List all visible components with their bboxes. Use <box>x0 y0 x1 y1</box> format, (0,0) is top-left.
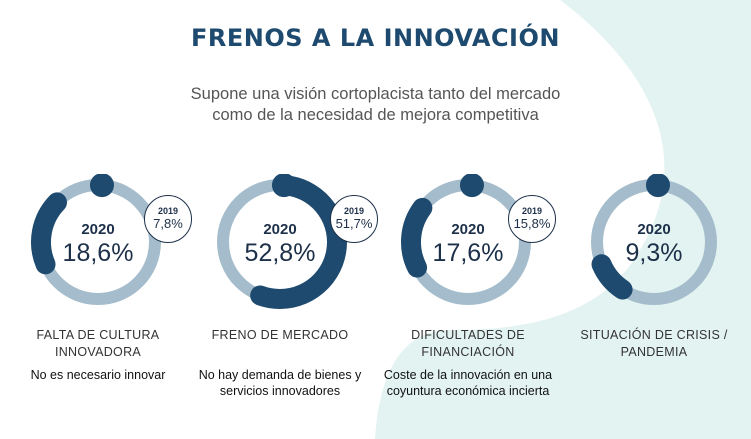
prev-year-label: 2019 <box>521 206 543 216</box>
metric-description: No es necesario innovar <box>30 368 166 382</box>
year-label: 2020 <box>81 221 115 238</box>
page-title: FRENOS A LA INNOVACIÓN <box>191 24 560 52</box>
prev-value-label: 15,8% <box>513 216 551 231</box>
metric-description: No hay demanda de bienes y servicios inn… <box>198 368 362 398</box>
metric-falta-cultura: 2020 18,6% 2019 7,8% FALTA DE CULTURA IN… <box>30 174 210 424</box>
page-subtitle: Supone una visión cortoplacista tanto de… <box>190 85 561 124</box>
prev-year-bubble: 2019 15,8% <box>508 195 556 243</box>
value-label: 52,8% <box>244 239 316 267</box>
donut-end-dot <box>89 174 114 198</box>
year-label: 2020 <box>637 221 671 238</box>
prev-year-bubble: 2019 7,8% <box>144 195 192 243</box>
metric-label: DIFICULTADES DE FINANCIACIÓN <box>411 328 525 359</box>
donut-arc <box>401 175 535 309</box>
donut-chart <box>587 174 721 309</box>
value-label: 9,3% <box>625 239 683 267</box>
prev-value-label: 51,7% <box>335 216 373 231</box>
value-label: 17,6% <box>432 239 504 267</box>
donut-chart <box>31 174 165 309</box>
prev-year-bubble: 2019 51,7% <box>330 195 378 243</box>
donut-end-dot <box>459 174 484 198</box>
donut-chart <box>213 174 347 309</box>
year-label: 2020 <box>451 221 485 238</box>
donut-arc <box>31 175 165 309</box>
prev-year-label: 2019 <box>157 206 179 216</box>
prev-value-label: 7,8% <box>153 216 183 231</box>
year-label: 2020 <box>263 221 297 238</box>
donut-end-dot <box>645 174 670 198</box>
value-label: 18,6% <box>62 239 134 267</box>
donut-arc <box>587 175 721 309</box>
metric-label: FALTA DE CULTURA INNOVADORA <box>36 328 160 359</box>
metric-label: FRENO DE MERCADO <box>211 328 349 342</box>
prev-year-label: 2019 <box>343 206 365 216</box>
metric-label: SITUACIÓN DE CRISIS / PANDEMIA <box>580 328 728 359</box>
metric-situacion-crisis: 2020 9,3% SITUACIÓN DE CRISIS / PANDEMIA <box>580 174 751 424</box>
donut-end-dot <box>271 174 296 198</box>
metric-dificultades-financiacion: 2020 17,6% 2019 15,8% DIFICULTADES DE FI… <box>384 174 580 424</box>
metric-freno-mercado: 2020 52,8% 2019 51,7% FRENO DE MERCADO N… <box>199 174 392 424</box>
metric-description: Coste de la innovación en una coyuntura … <box>383 368 553 398</box>
